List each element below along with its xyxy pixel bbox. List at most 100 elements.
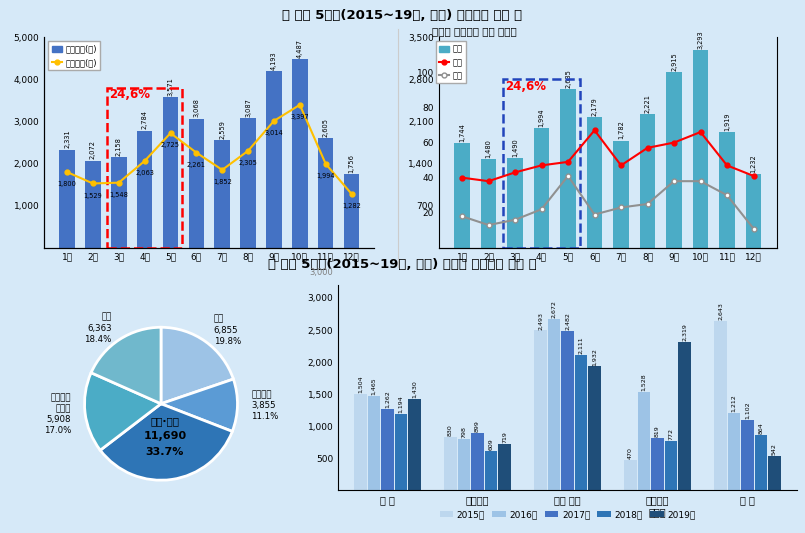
Text: 24,6%: 24,6% bbox=[506, 80, 547, 93]
Bar bbox=[745, 174, 762, 248]
Text: 1,529: 1,529 bbox=[84, 193, 102, 199]
Bar bbox=[137, 131, 152, 248]
Bar bbox=[728, 413, 740, 490]
Legend: 2015년, 2016년, 2017년, 2018년, 2019년: 2015년, 2016년, 2017년, 2018년, 2019년 bbox=[436, 506, 699, 523]
Text: 798: 798 bbox=[461, 426, 467, 438]
Text: 1,852: 1,852 bbox=[213, 179, 232, 185]
Bar bbox=[408, 399, 421, 490]
Text: 542: 542 bbox=[772, 443, 777, 455]
Text: 안전수칙
불이행
5,908
17.0%: 안전수칙 불이행 5,908 17.0% bbox=[44, 393, 72, 435]
Bar bbox=[395, 414, 407, 490]
Text: 2,261: 2,261 bbox=[187, 162, 206, 168]
Bar bbox=[561, 331, 574, 490]
Bar bbox=[714, 321, 727, 490]
Text: 2,063: 2,063 bbox=[135, 170, 154, 176]
Wedge shape bbox=[101, 404, 233, 480]
Text: 1,232: 1,232 bbox=[750, 154, 757, 173]
Text: 〈 최근 5년간(2015~19년, 평균) 원인별 등산사고 현황 〉: 〈 최근 5년간(2015~19년, 평균) 원인별 등산사고 현황 〉 bbox=[268, 258, 537, 271]
Bar bbox=[741, 419, 753, 490]
Text: 기타
6,363
18.4%: 기타 6,363 18.4% bbox=[85, 312, 112, 344]
Bar bbox=[318, 138, 333, 248]
Text: 2,725: 2,725 bbox=[161, 142, 180, 148]
Bar bbox=[587, 117, 602, 248]
Text: 3,087: 3,087 bbox=[245, 98, 251, 117]
Text: 819: 819 bbox=[655, 425, 660, 437]
Text: 2,221: 2,221 bbox=[645, 94, 650, 113]
Text: 2,643: 2,643 bbox=[718, 302, 723, 320]
Wedge shape bbox=[161, 379, 237, 431]
Text: 2,072: 2,072 bbox=[90, 140, 96, 159]
Bar bbox=[458, 439, 470, 490]
Text: 1,528: 1,528 bbox=[642, 374, 646, 391]
Text: 3,000: 3,000 bbox=[310, 268, 333, 277]
Bar bbox=[638, 392, 650, 490]
Bar bbox=[214, 140, 230, 248]
Text: 1,194: 1,194 bbox=[398, 395, 403, 413]
Text: 1,262: 1,262 bbox=[385, 391, 390, 408]
Text: 3,068: 3,068 bbox=[193, 99, 200, 117]
Bar bbox=[535, 330, 547, 490]
Text: 1,744: 1,744 bbox=[459, 123, 465, 142]
Text: 1,490: 1,490 bbox=[512, 138, 518, 157]
Text: 3,293: 3,293 bbox=[697, 30, 704, 49]
Bar bbox=[498, 444, 510, 490]
Bar bbox=[755, 435, 767, 490]
Wedge shape bbox=[85, 373, 161, 450]
Text: 33.7%: 33.7% bbox=[146, 447, 184, 457]
Text: 2,493: 2,493 bbox=[538, 311, 543, 329]
Text: 3,571: 3,571 bbox=[167, 77, 174, 96]
Text: 2,331: 2,331 bbox=[64, 130, 70, 148]
Bar bbox=[368, 397, 380, 490]
Text: 1,480: 1,480 bbox=[485, 139, 492, 158]
Bar bbox=[666, 72, 682, 248]
Text: 1,932: 1,932 bbox=[592, 348, 597, 366]
Text: 1,212: 1,212 bbox=[732, 394, 737, 411]
Text: 1,504: 1,504 bbox=[358, 375, 363, 393]
Bar bbox=[692, 50, 708, 248]
Bar bbox=[266, 71, 282, 248]
Text: 4,487: 4,487 bbox=[297, 39, 303, 58]
Wedge shape bbox=[161, 327, 233, 404]
Text: 2,784: 2,784 bbox=[142, 110, 147, 130]
Bar bbox=[507, 158, 523, 248]
Text: 2,635: 2,635 bbox=[565, 69, 571, 88]
Text: 2,915: 2,915 bbox=[671, 53, 677, 71]
Bar bbox=[639, 114, 655, 248]
Bar bbox=[354, 394, 367, 490]
Text: 1,756: 1,756 bbox=[349, 154, 354, 173]
Bar bbox=[665, 441, 677, 490]
Text: 2,305: 2,305 bbox=[238, 160, 258, 166]
Bar bbox=[382, 409, 394, 490]
Bar bbox=[679, 342, 691, 490]
Bar bbox=[575, 355, 587, 490]
Bar bbox=[613, 141, 629, 248]
Text: 2,319: 2,319 bbox=[682, 323, 687, 341]
Bar bbox=[107, 88, 182, 248]
Text: 864: 864 bbox=[758, 422, 763, 434]
Text: 1,548: 1,548 bbox=[109, 192, 128, 198]
Bar bbox=[188, 119, 204, 248]
Text: 1,465: 1,465 bbox=[372, 378, 377, 395]
Text: 4,193: 4,193 bbox=[271, 51, 277, 70]
Bar bbox=[85, 160, 101, 248]
Text: 1,102: 1,102 bbox=[745, 401, 750, 419]
Bar bbox=[344, 174, 359, 248]
Text: 830: 830 bbox=[448, 424, 453, 436]
Text: 2,179: 2,179 bbox=[592, 97, 597, 116]
Legend: 부상, 사망, 실종: 부상, 사망, 실종 bbox=[436, 42, 466, 84]
Bar bbox=[651, 438, 663, 490]
Text: 3,014: 3,014 bbox=[265, 130, 283, 136]
Text: 2,559: 2,559 bbox=[219, 120, 225, 139]
Bar bbox=[454, 143, 470, 248]
Text: 2,111: 2,111 bbox=[579, 336, 584, 354]
Bar bbox=[768, 456, 781, 490]
Bar bbox=[485, 451, 497, 490]
Text: 11,690: 11,690 bbox=[143, 431, 186, 441]
Text: 1,782: 1,782 bbox=[618, 120, 624, 140]
Bar bbox=[625, 460, 637, 490]
Text: 1,919: 1,919 bbox=[724, 112, 730, 131]
Bar bbox=[111, 157, 126, 248]
Text: 조난
6,855
19.8%: 조난 6,855 19.8% bbox=[213, 315, 241, 346]
Text: 899: 899 bbox=[475, 420, 480, 432]
Text: 2,482: 2,482 bbox=[565, 312, 570, 330]
